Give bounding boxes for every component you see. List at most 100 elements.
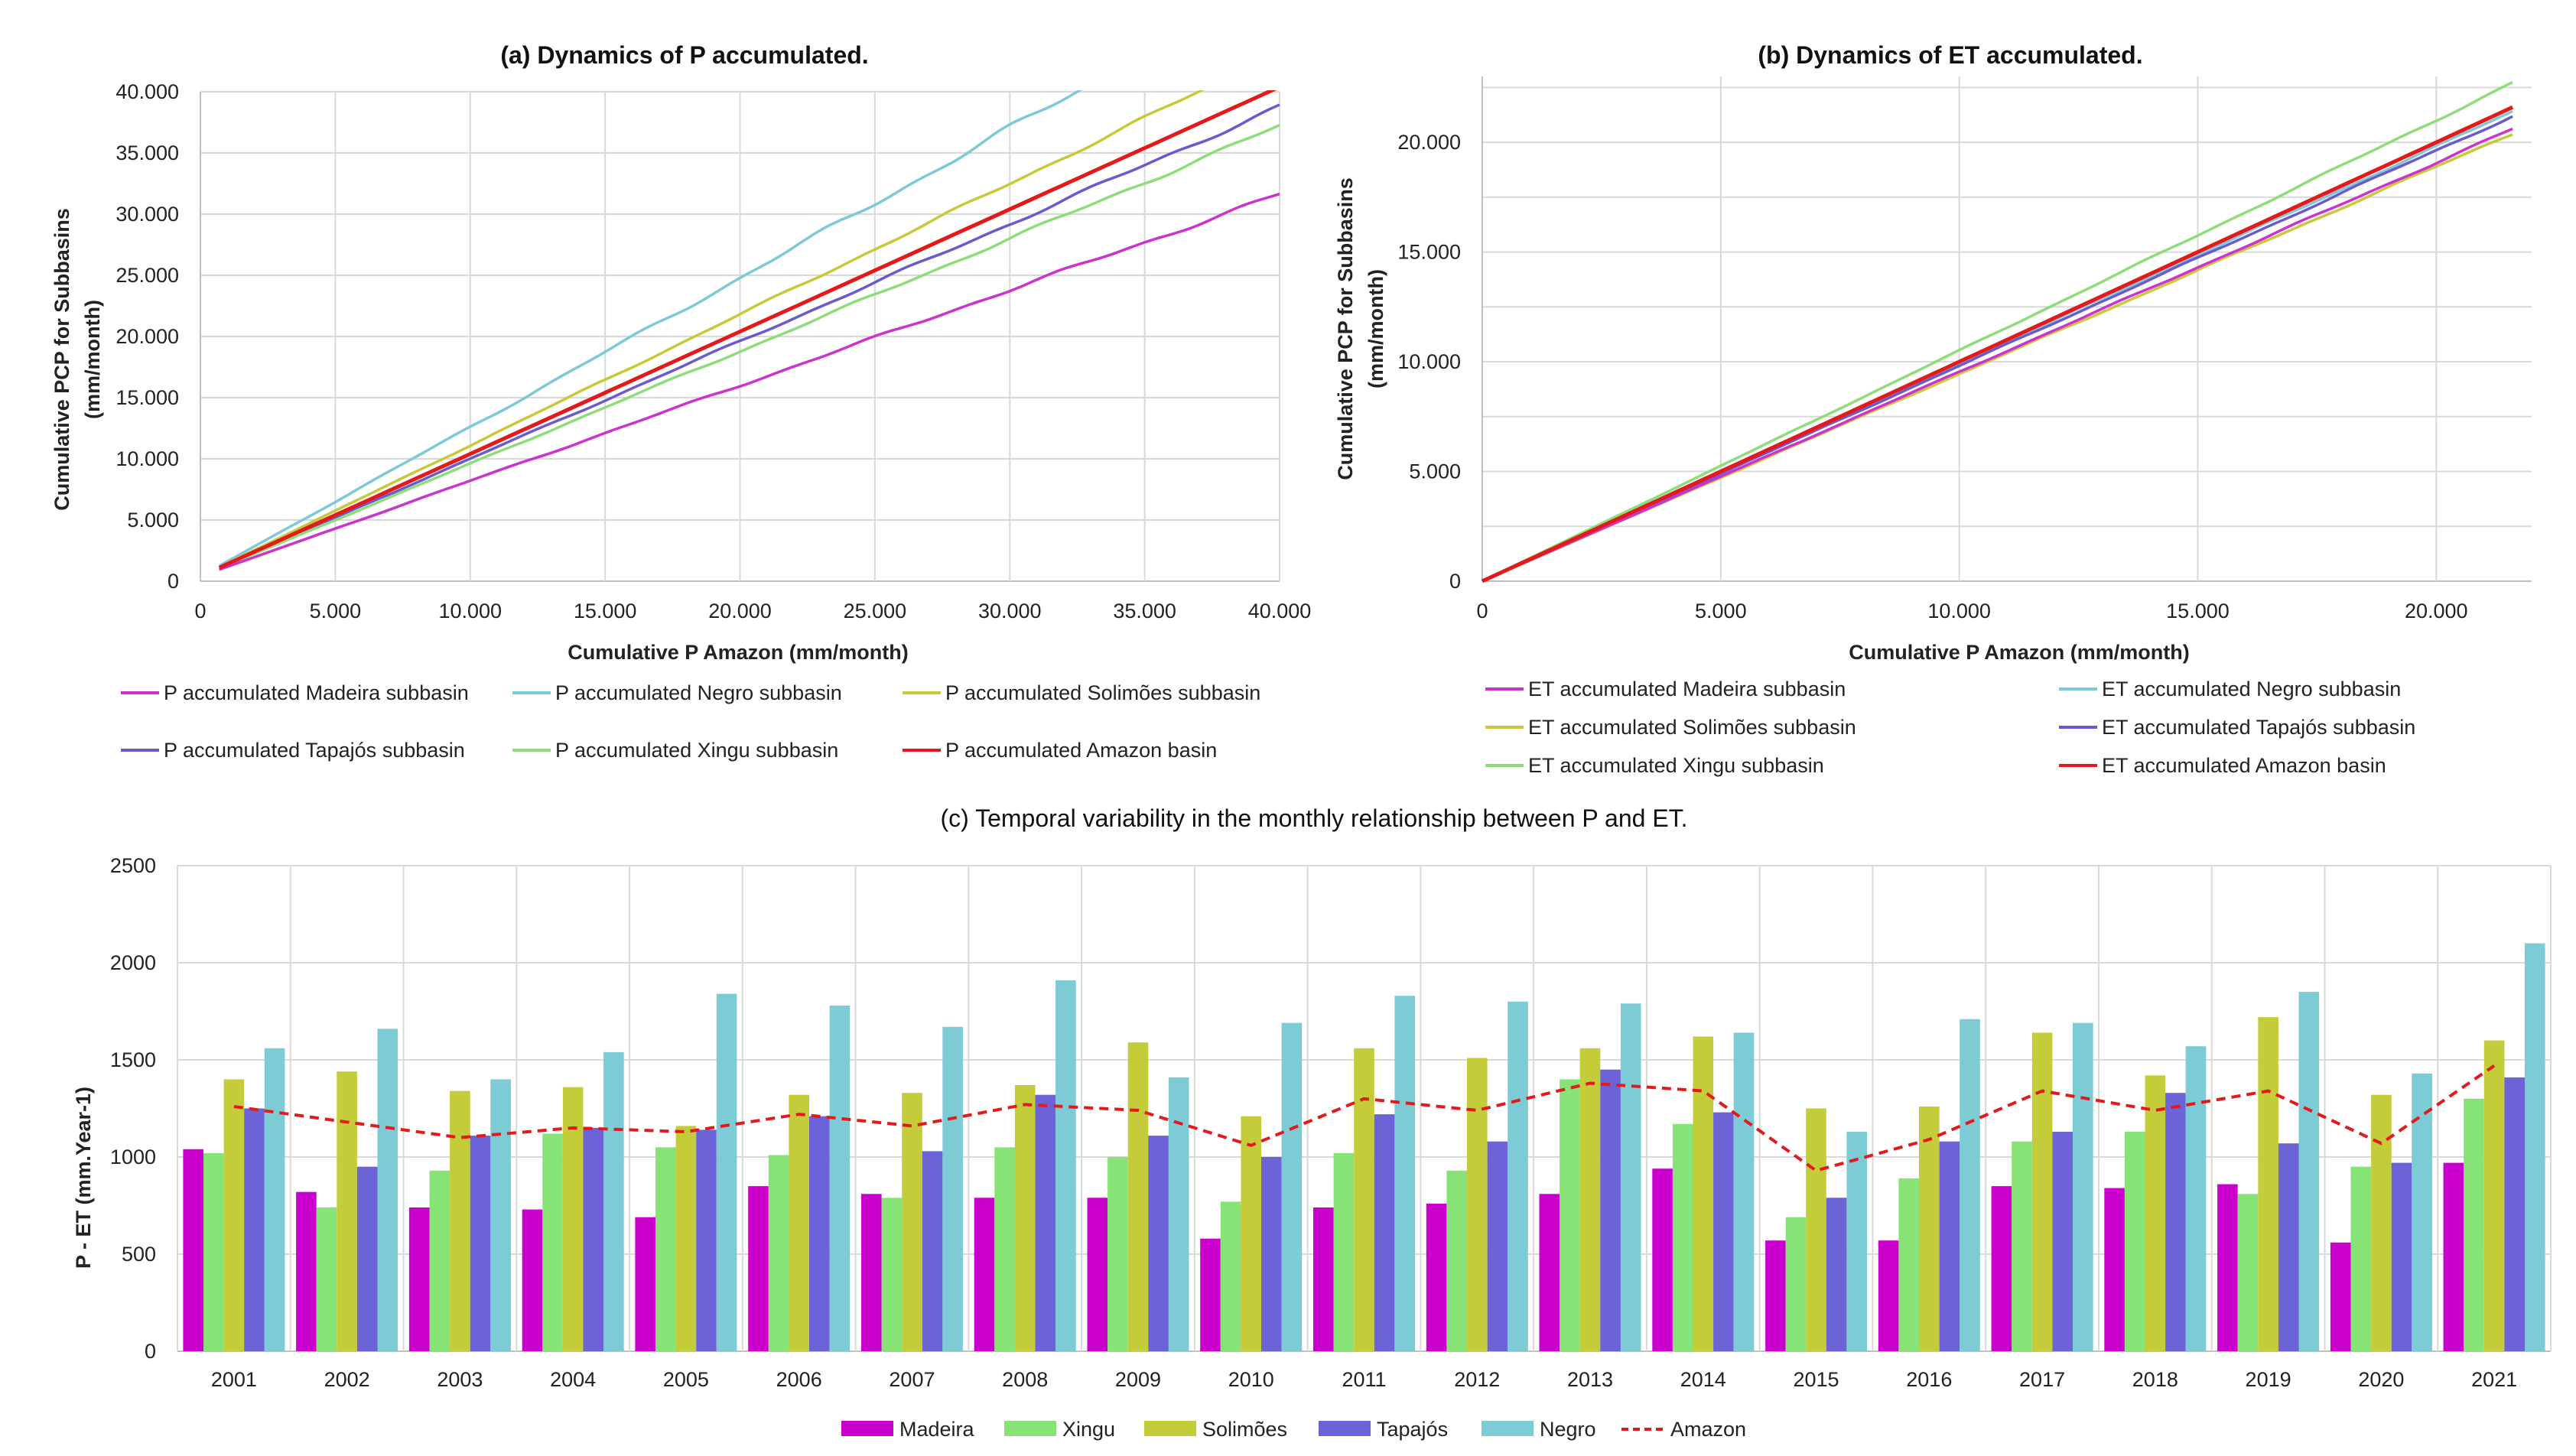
panel-c-legend-swatch — [1144, 1421, 1196, 1436]
panel-b-xtick-label: 10.000 — [1927, 600, 1991, 622]
panel-c-xtick-label: 2007 — [889, 1368, 935, 1391]
panel-a-legend: P accumulated Madeira subbasin P accumula… — [121, 681, 1260, 762]
panel-b-ylabel-line1: Cumulative PCP for Subbasins — [1334, 177, 1357, 480]
bar-tapajos-2020 — [2391, 1162, 2412, 1351]
bar-solimoes-2011 — [1354, 1048, 1374, 1351]
bar-madeira-2003 — [408, 1207, 430, 1351]
panel-a-series-p-accumulated-madeira-subbasin — [219, 193, 1280, 571]
panel-a-legend-label: P accumulated Xingu subbasin — [555, 739, 838, 762]
bar-solimoes-2013 — [1579, 1048, 1601, 1351]
bar-xingu-2008 — [994, 1147, 1015, 1351]
panel-a-xtick-label: 30.000 — [978, 600, 1042, 622]
panel-b-xtick-label: 20.000 — [2405, 600, 2468, 622]
bar-tapajos-2009 — [1148, 1136, 1169, 1351]
panel-b-title: (b) Dynamics of ET accumulated. — [1758, 41, 2142, 69]
bar-madeira-2007 — [861, 1194, 882, 1351]
panel-a-series-p-accumulated-negro-subbasin — [218, 90, 1083, 567]
bar-madeira-2016 — [1878, 1240, 1899, 1351]
panel-c-ticks: 0 500 1000 1500 2000 2500 2001 2002 2003 2004 2005… — [110, 854, 2517, 1391]
bar-tapajos-2017 — [2052, 1132, 2073, 1351]
bar-tapajos-2002 — [356, 1166, 378, 1351]
panel-a-ytick-label: 40.000 — [115, 80, 179, 103]
bar-negro-2001 — [264, 1048, 285, 1351]
panel-c-legend-swatch — [1004, 1421, 1056, 1436]
panel-c-xtick-label: 2003 — [437, 1368, 483, 1391]
panel-a-xtick-label: 40.000 — [1248, 600, 1312, 622]
panel-c-legend: Madeira Xingu Solimões Tapajós Negro Amazon — [841, 1418, 1746, 1441]
bar-xingu-2017 — [2012, 1141, 2032, 1351]
panel-b-ticks: 0 5.000 10.000 15.000 20.000 0 5.000 10.000 15.0… — [1397, 131, 2467, 622]
bar-madeira-2010 — [1200, 1238, 1221, 1351]
bar-madeira-2006 — [748, 1186, 769, 1351]
bar-negro-2013 — [1620, 1003, 1641, 1351]
bar-madeira-2019 — [2217, 1184, 2238, 1351]
bar-xingu-2007 — [881, 1198, 903, 1351]
bar-tapajos-2005 — [696, 1129, 717, 1351]
bar-negro-2011 — [1394, 996, 1415, 1351]
panel-a-series-p-accumulated-tapajos-subbasin — [219, 103, 1280, 570]
panel-c-legend-swatch — [1482, 1421, 1534, 1436]
bar-madeira-2012 — [1426, 1204, 1447, 1351]
panel-a: (a) Dynamics of P accumulated. 0 5.000 10.… — [50, 41, 1312, 762]
panel-c-xtick-label: 2016 — [1906, 1368, 1952, 1391]
panel-a-series-p-accumulated-solimoes-subbasin — [218, 90, 1205, 569]
panel-c-ytick-label: 0 — [145, 1340, 156, 1363]
panel-a-xtick-label: 0 — [194, 600, 206, 622]
bar-solimoes-2016 — [1919, 1107, 1940, 1351]
panel-a-legend-label: P accumulated Madeira subbasin — [164, 681, 469, 704]
bar-xingu-2014 — [1672, 1123, 1693, 1351]
bar-solimoes-2010 — [1241, 1116, 1261, 1351]
panel-b-legend-label: ET accumulated Negro subbasin — [2102, 678, 2401, 700]
bar-negro-2019 — [2298, 992, 2320, 1351]
panel-a-xtick-label: 10.000 — [438, 600, 502, 622]
panel-a-xtick-label: 15.000 — [574, 600, 637, 622]
bar-madeira-2008 — [974, 1198, 995, 1351]
bar-madeira-2013 — [1539, 1194, 1560, 1351]
panel-b-ytick-label: 15.000 — [1397, 241, 1461, 264]
panel-c-legend-label: Tapajós — [1377, 1418, 1448, 1441]
bar-tapajos-2006 — [809, 1116, 830, 1351]
panel-c-xtick-label: 2008 — [1002, 1368, 1048, 1391]
bar-madeira-2004 — [522, 1209, 543, 1351]
panel-c-amazon-line — [233, 1064, 2496, 1172]
bar-xingu-2009 — [1107, 1157, 1128, 1351]
panel-c-xtick-label: 2021 — [2471, 1368, 2517, 1391]
panel-a-xtick-label: 35.000 — [1113, 600, 1176, 622]
bar-tapajos-2021 — [2504, 1077, 2525, 1351]
panel-c-xtick-label: 2014 — [1680, 1368, 1726, 1391]
panel-b-ytick-label: 10.000 — [1397, 350, 1461, 373]
panel-c-xtick-label: 2005 — [663, 1368, 709, 1391]
panel-c-xtick-label: 2002 — [324, 1368, 370, 1391]
panel-c-legend-swatch — [1319, 1421, 1371, 1436]
bar-xingu-2001 — [203, 1152, 224, 1351]
bar-xingu-2010 — [1220, 1201, 1241, 1351]
panel-b-ylabel-line2: (mm/month) — [1364, 269, 1387, 388]
panel-c-ylabel: P - ET (mm.Year-1) — [72, 1087, 95, 1269]
bar-tapajos-2008 — [1035, 1094, 1056, 1351]
panel-c-bars — [183, 943, 2545, 1351]
bar-xingu-2018 — [2124, 1132, 2145, 1351]
bar-solimoes-2008 — [1014, 1085, 1036, 1351]
panel-a-series-p-accumulated-xingu-subbasin — [219, 124, 1280, 570]
panel-b-series-et-accumulated-madeira-subbasin — [1482, 127, 2513, 583]
panel-c-xtick-label: 2009 — [1115, 1368, 1161, 1391]
bar-xingu-2015 — [1785, 1217, 1807, 1351]
panel-b-xlabel: Cumulative P Amazon (mm/month) — [1849, 641, 2190, 664]
bar-madeira-2021 — [2443, 1162, 2464, 1351]
bar-negro-2006 — [829, 1005, 851, 1351]
bar-solimoes-2021 — [2483, 1040, 2505, 1351]
bar-tapajos-2016 — [1939, 1141, 1960, 1351]
bar-solimoes-2012 — [1467, 1058, 1488, 1351]
panel-a-grid — [200, 91, 1280, 582]
panel-b-legend-label: ET accumulated Xingu subbasin — [1528, 754, 1824, 777]
bar-solimoes-2017 — [2031, 1032, 2053, 1351]
bar-negro-2020 — [2412, 1073, 2432, 1351]
bar-solimoes-2005 — [675, 1126, 697, 1351]
bar-solimoes-2006 — [789, 1094, 809, 1351]
bar-negro-2018 — [2185, 1046, 2207, 1351]
bar-xingu-2021 — [2464, 1098, 2484, 1351]
panel-a-xtick-label: 5.000 — [310, 600, 362, 622]
bar-madeira-2009 — [1087, 1198, 1108, 1351]
bar-negro-2009 — [1168, 1077, 1189, 1351]
